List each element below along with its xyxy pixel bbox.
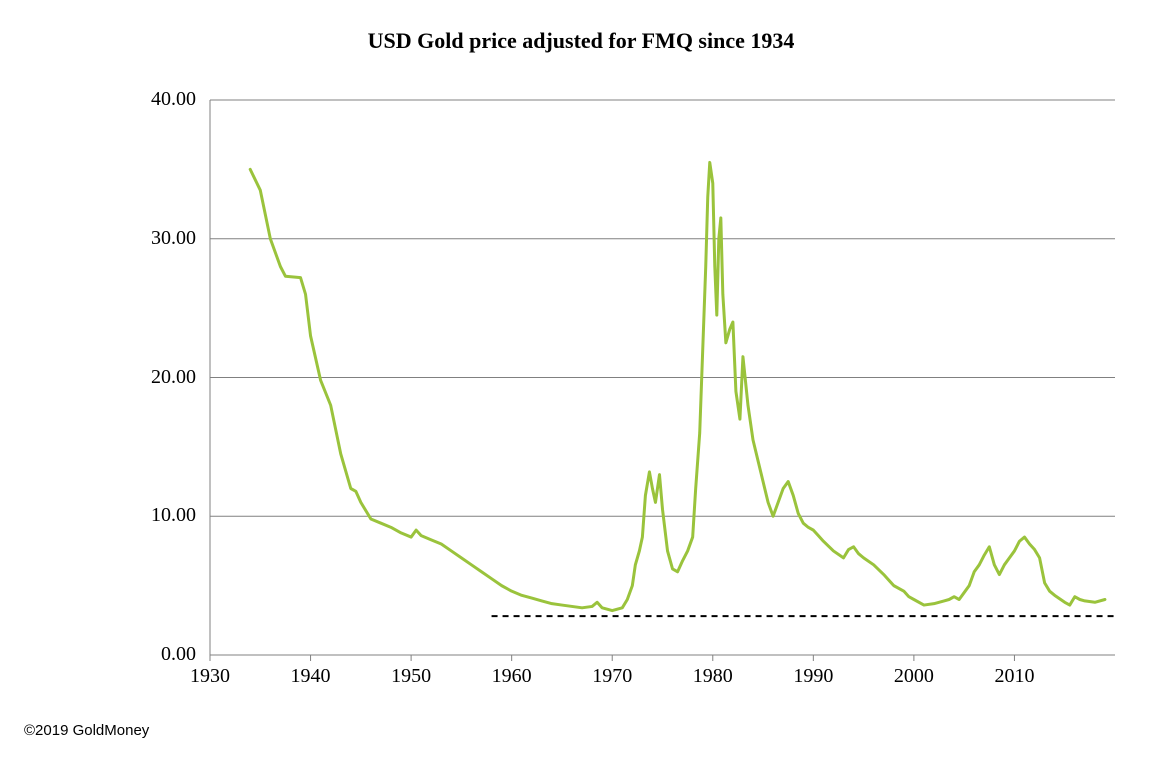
y-tick-label: 10.00 [151,504,196,527]
x-tick-label: 1980 [683,665,743,688]
chart-container: USD Gold price adjusted for FMQ since 19… [0,0,1162,757]
x-tick-label: 1940 [281,665,341,688]
x-tick-label: 1960 [482,665,542,688]
y-tick-label: 40.00 [151,88,196,111]
y-tick-label: 30.00 [151,227,196,250]
x-tick-label: 2000 [884,665,944,688]
copyright-text: ©2019 GoldMoney [24,722,149,739]
price-series-line [250,162,1105,610]
x-tick-label: 1950 [381,665,441,688]
y-tick-label: 0.00 [161,643,196,666]
x-tick-label: 1930 [180,665,240,688]
y-tick-label: 20.00 [151,366,196,389]
x-tick-label: 2010 [984,665,1044,688]
x-tick-label: 1970 [582,665,642,688]
x-tick-label: 1990 [783,665,843,688]
